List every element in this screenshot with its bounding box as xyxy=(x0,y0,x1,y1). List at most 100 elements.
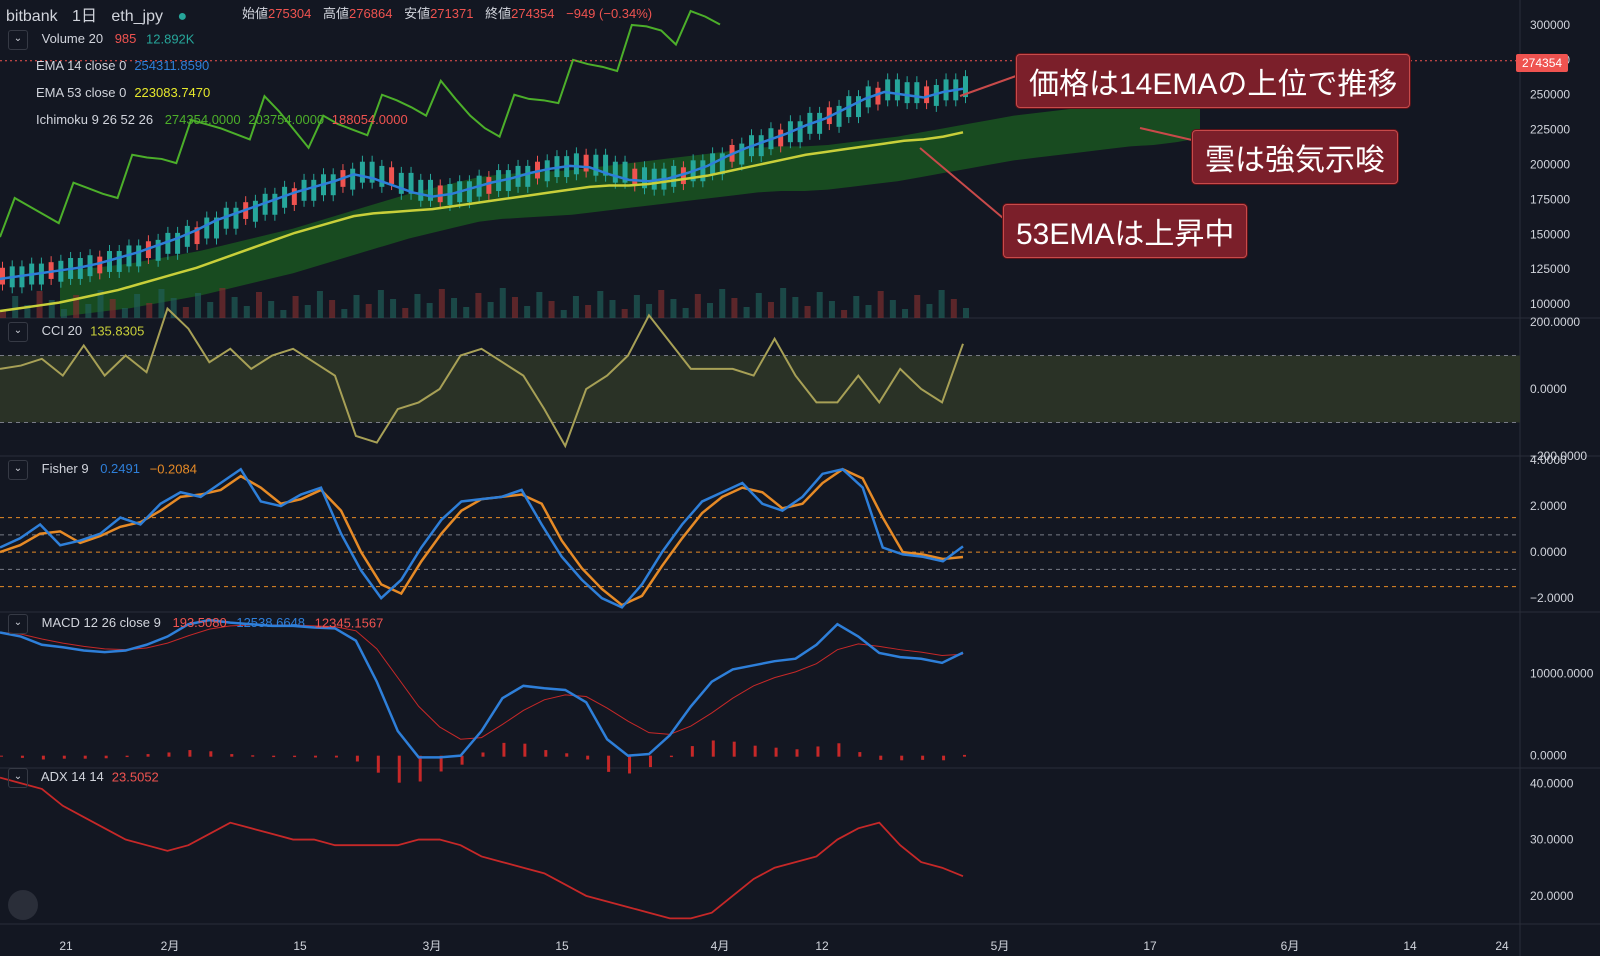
volume-bar xyxy=(536,292,543,318)
volume-bar xyxy=(585,305,592,318)
volume-bar xyxy=(121,308,128,318)
price-tick-label: 200000 xyxy=(1530,158,1570,172)
interval[interactable]: 1日 xyxy=(72,8,97,25)
low-value: 271371 xyxy=(430,6,474,21)
macd-histogram-bar xyxy=(188,750,192,757)
annotation-cloud[interactable]: 雲は強気示唆 xyxy=(1192,130,1398,184)
volume-bar xyxy=(560,310,567,318)
volume-bar xyxy=(316,291,323,318)
time-tick-label: 3月 xyxy=(423,939,442,953)
axis-tick-label: 4.0000 xyxy=(1530,453,1567,467)
chevron-down-icon[interactable]: ⌄ xyxy=(8,30,28,50)
volume-bar xyxy=(694,294,701,318)
macd-histogram-bar xyxy=(439,755,443,772)
macd-histogram-bar xyxy=(963,754,966,757)
chevron-down-icon[interactable]: ⌄ xyxy=(8,460,28,480)
annotation-ema53[interactable]: 53EMAは上昇中 xyxy=(1003,204,1248,258)
candle xyxy=(214,217,219,239)
macd-histogram-bar xyxy=(795,749,799,757)
volume-bar xyxy=(304,305,311,318)
price-tick-label: 100000 xyxy=(1530,297,1570,311)
macd-histogram-bar xyxy=(146,754,150,757)
volume-bar xyxy=(889,300,896,318)
candle xyxy=(963,76,968,98)
volume-bar xyxy=(487,302,494,318)
price-tick-label: 150000 xyxy=(1530,227,1570,241)
volume-bar xyxy=(255,292,262,318)
time-tick-label: 12 xyxy=(815,939,829,953)
macd-histogram-bar xyxy=(481,752,485,757)
time-tick-label: 24 xyxy=(1495,939,1509,953)
macd-histogram-bar xyxy=(230,754,234,757)
volume-bar xyxy=(572,296,579,318)
volume-bar xyxy=(426,303,433,318)
candle xyxy=(97,256,103,274)
volume-bar xyxy=(828,301,835,318)
annotation-connector xyxy=(959,75,1017,97)
time-tick-label: 2月 xyxy=(161,939,180,953)
volume-bar xyxy=(609,300,616,318)
volume-bar xyxy=(195,293,202,318)
candle xyxy=(165,232,171,254)
chevron-down-icon[interactable]: ⌄ xyxy=(8,322,28,342)
macd-histogram-bar xyxy=(628,755,632,774)
candle xyxy=(651,168,657,190)
candle xyxy=(894,79,900,101)
volume-bar xyxy=(950,299,957,318)
macd-histogram-bar xyxy=(732,741,736,757)
volume-bar xyxy=(134,294,141,318)
chevron-down-icon[interactable]: ⌄ xyxy=(8,768,28,788)
candle xyxy=(924,86,930,104)
volume-bar xyxy=(12,296,19,318)
volume-bar xyxy=(682,308,689,318)
symbol-header: bitbank 1日 eth_jpy ● xyxy=(6,2,197,26)
candle xyxy=(486,177,492,194)
volume-bar xyxy=(926,304,933,318)
time-tick-label: 4月 xyxy=(711,939,730,953)
candle xyxy=(204,217,210,239)
volume-bar xyxy=(463,307,470,318)
macd-histogram-bar xyxy=(209,751,213,757)
candle xyxy=(184,225,190,247)
ema14-legend[interactable]: EMA 14 close 0 254311.8590 xyxy=(36,58,210,73)
volume-bar xyxy=(658,290,665,318)
candle xyxy=(155,239,161,261)
last-price-badge: 274354 xyxy=(1516,54,1569,72)
volume-bar xyxy=(646,304,653,318)
macd-histogram-bar xyxy=(837,743,841,757)
axis-tick-label: 30.0000 xyxy=(1530,833,1574,847)
tradingview-logo-icon[interactable] xyxy=(8,890,38,920)
cci-line xyxy=(0,306,964,449)
macd-histogram-bar xyxy=(921,755,925,760)
chevron-down-icon[interactable]: ⌄ xyxy=(8,614,28,634)
axis-tick-label: 200.0000 xyxy=(1530,315,1580,329)
macd-histogram-bar xyxy=(879,755,883,760)
annotation-ema14[interactable]: 価格は14EMAの上位で推移 xyxy=(1016,54,1411,108)
ema14-line xyxy=(0,87,964,281)
volume-bar xyxy=(780,288,787,318)
volume-bar xyxy=(292,296,299,318)
volume-bar xyxy=(841,310,848,318)
axis-tick-label: 10000.0000 xyxy=(1530,667,1594,681)
macd-histogram-bar xyxy=(816,746,820,757)
macd-histogram-bar xyxy=(293,755,297,758)
ichimoku-legend[interactable]: Ichimoku 9 26 52 26 274354.0000 203754.0… xyxy=(36,112,408,127)
candle xyxy=(680,167,686,185)
candle xyxy=(758,135,764,157)
volume-bar xyxy=(792,297,799,318)
volume-bar xyxy=(207,302,214,318)
candle xyxy=(719,153,725,175)
volume-bar xyxy=(963,308,969,318)
candle xyxy=(593,154,599,176)
macd-histogram-bar xyxy=(753,745,757,757)
symbol-name[interactable]: eth_jpy xyxy=(111,8,163,25)
ema53-legend[interactable]: EMA 53 close 0 223083.7470 xyxy=(36,85,211,100)
volume-bar xyxy=(548,301,555,318)
price-tick-label: 125000 xyxy=(1530,262,1570,276)
candle xyxy=(398,172,404,194)
candle xyxy=(875,87,881,105)
axis-tick-label: 0.0000 xyxy=(1530,382,1567,396)
candle xyxy=(622,161,628,183)
adx-legend: ⌄ ADX 14 14 23.5052 xyxy=(8,768,159,788)
candle xyxy=(389,167,395,185)
